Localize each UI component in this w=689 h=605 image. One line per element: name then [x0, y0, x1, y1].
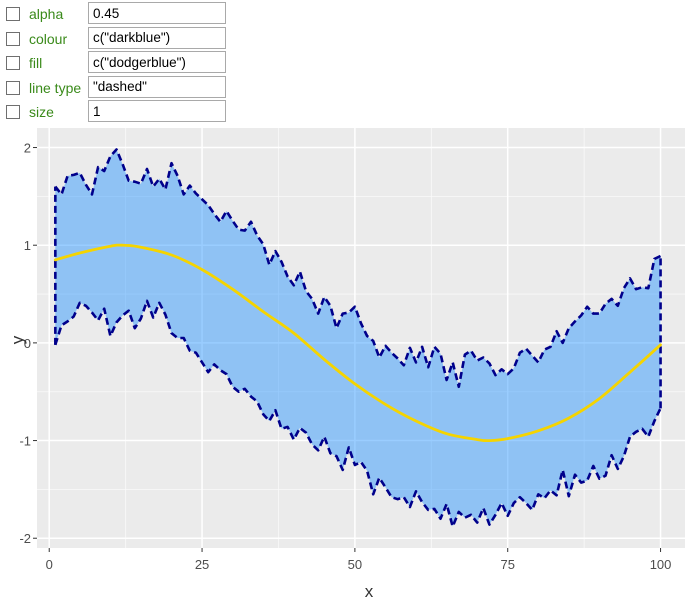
controls-panel: alpha colour fill line type size: [6, 2, 236, 125]
y-axis-label: y: [8, 335, 27, 344]
size-input[interactable]: [88, 100, 226, 123]
colour-label: colour: [29, 30, 68, 47]
x-axis-label: x: [365, 582, 374, 601]
ribbon-fill: [55, 149, 661, 527]
x-tick-label: 0: [46, 557, 53, 572]
colour-checkbox[interactable]: [6, 31, 20, 46]
alpha-label: alpha: [29, 6, 64, 22]
grid-major: [37, 128, 685, 548]
ribbon-layer: [54, 148, 662, 528]
y-tick-label: 1: [24, 238, 31, 253]
ribbon-upper-outline: [54, 148, 662, 389]
control-row-fill: fill: [6, 51, 236, 76]
control-row-colour: colour: [6, 26, 236, 52]
alpha-input[interactable]: [88, 2, 226, 24]
y-tick-label: -2: [19, 531, 31, 546]
x-tick-label: 75: [500, 557, 514, 572]
grid-minor: [37, 128, 685, 548]
y-tick-label: 0: [24, 336, 31, 351]
control-row-alpha: alpha: [6, 2, 236, 27]
y-tick-label: 2: [24, 141, 31, 156]
panel-background: [37, 128, 685, 548]
control-row-size: size: [6, 100, 236, 125]
y-tick-label: -1: [19, 434, 31, 449]
fill-input[interactable]: [88, 51, 226, 74]
line-type-label: line type: [29, 79, 82, 96]
line-type-input[interactable]: [88, 75, 226, 98]
size-checkbox[interactable]: [6, 105, 20, 120]
size-label: size: [29, 104, 54, 121]
alpha-checkbox[interactable]: [6, 7, 20, 21]
line-layer: [53, 243, 662, 443]
y-axis: -2 -1 0 1 2: [19, 141, 37, 546]
colour-input[interactable]: [88, 26, 226, 49]
x-tick-label: 100: [650, 557, 672, 572]
chart: -2 -1 0 1 2 0 25 50 75 100 x y: [8, 128, 685, 601]
line-type-checkbox[interactable]: [6, 80, 20, 95]
series-line: [53, 243, 662, 443]
x-tick-label: 25: [195, 557, 209, 572]
x-axis: 0 25 50 75 100: [46, 548, 672, 572]
control-row-line-type: line type: [6, 75, 236, 101]
x-tick-label: 50: [348, 557, 362, 572]
fill-checkbox[interactable]: [6, 56, 20, 71]
fill-label: fill: [29, 55, 43, 72]
ribbon-lower-outline: [54, 299, 662, 528]
